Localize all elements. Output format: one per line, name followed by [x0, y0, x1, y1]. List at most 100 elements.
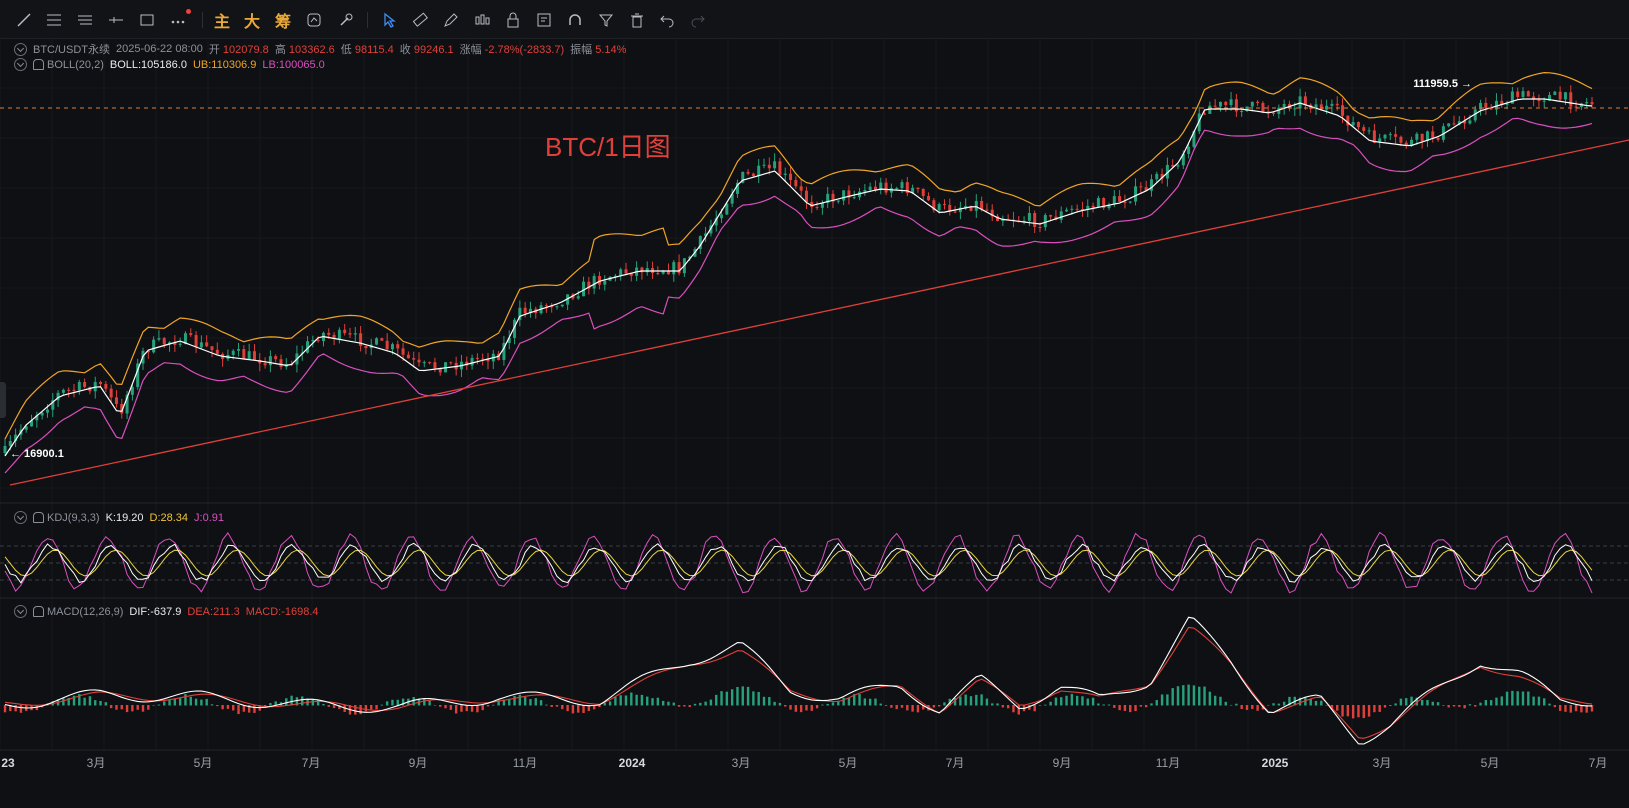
candle-body — [1096, 198, 1100, 208]
redo-icon[interactable] — [688, 9, 708, 31]
trend-line-icon[interactable] — [14, 9, 34, 31]
macd-histogram-bar — [136, 705, 139, 710]
macd-histogram-bar — [1123, 705, 1127, 711]
enlarge-button[interactable]: 大 — [243, 14, 260, 31]
macd-histogram-bar — [210, 704, 214, 706]
price-chart[interactable]: BTC/1日图 111959.5 → ← 16900.1 23 3月 5月 7月 9月 11月 2… — [0, 38, 1629, 808]
macd-histogram-bar — [667, 701, 670, 706]
measure-icon[interactable] — [410, 9, 430, 31]
collapse-icon[interactable] — [14, 605, 27, 618]
kdj-name[interactable]: KDJ(9,3,3) — [47, 511, 100, 524]
bell-icon[interactable] — [33, 512, 44, 523]
boll-name[interactable]: BOLL(20,2) — [47, 58, 104, 71]
candle-body — [1118, 196, 1122, 202]
bell-icon[interactable] — [33, 606, 44, 617]
candle-body — [438, 368, 442, 373]
main-chart-button[interactable]: 主 — [213, 14, 230, 31]
macd-histogram-bar — [1198, 686, 1201, 706]
candle-type-icon[interactable] — [472, 9, 492, 31]
candle-body — [921, 188, 925, 196]
candle-body — [1160, 173, 1164, 179]
macd-histogram-bar — [1187, 684, 1190, 706]
horizontal-lines-icon[interactable] — [44, 9, 64, 31]
lock-icon[interactable] — [503, 9, 523, 31]
candle-body — [120, 403, 124, 414]
candle-body — [592, 276, 596, 289]
macd-histogram-bar — [826, 703, 829, 706]
macd-histogram-bar — [1150, 703, 1153, 706]
macd-histogram-bar — [274, 701, 277, 706]
macd-histogram-bar — [821, 704, 824, 706]
candle-body — [1372, 130, 1376, 143]
ray-icon[interactable] — [106, 9, 126, 31]
candle-body — [1134, 186, 1138, 202]
macd-histogram-bar — [385, 701, 389, 706]
note-icon[interactable] — [534, 9, 554, 31]
filter-icon[interactable] — [596, 9, 616, 31]
macd-histogram-bar — [1553, 705, 1557, 708]
boll-lower-band — [4, 117, 1593, 474]
macd-histogram-bar — [492, 704, 495, 706]
candle-body — [311, 340, 315, 342]
collapse-icon[interactable] — [14, 58, 27, 71]
macd-histogram-bar — [1426, 700, 1429, 706]
candle-body — [767, 164, 771, 169]
candle-body — [1436, 137, 1440, 140]
macd-histogram-bar — [1452, 705, 1456, 707]
candle-body — [847, 190, 851, 198]
undo-icon[interactable] — [657, 9, 677, 31]
candle-body — [1516, 91, 1520, 97]
macd-histogram-bar — [1521, 691, 1525, 706]
macd-histogram-bar — [736, 687, 739, 706]
symbol-label: BTC/USDT永续 — [33, 44, 110, 56]
bell-icon[interactable] — [33, 59, 44, 70]
macd-histogram-bar — [476, 705, 479, 713]
candle-body — [327, 332, 331, 335]
datetime-label: 2025-06-22 08:00 — [116, 43, 203, 55]
macd-histogram-bar — [1160, 694, 1164, 706]
macd-name[interactable]: MACD(12,26,9) — [47, 605, 124, 618]
kdj-j: J:0.91 — [194, 511, 224, 524]
macd-histogram-bar — [1463, 705, 1466, 709]
magnet-icon[interactable] — [565, 9, 585, 31]
rectangle-icon[interactable] — [137, 9, 157, 31]
macd-histogram-bar — [470, 705, 474, 712]
macd-histogram-bar — [1240, 705, 1243, 710]
candle-body — [1563, 92, 1567, 100]
macd-histogram-bar — [285, 698, 288, 706]
more-icon[interactable] — [168, 9, 191, 31]
macd-histogram-bar — [868, 698, 872, 706]
parallel-lines-icon[interactable] — [75, 9, 95, 31]
candle-body — [274, 356, 278, 360]
settings-icon[interactable] — [336, 9, 356, 31]
macd-histogram-bar — [109, 705, 113, 709]
collapse-icon[interactable] — [14, 42, 27, 56]
macd-histogram-bar — [922, 705, 925, 710]
cursor-icon[interactable] — [380, 9, 400, 31]
candle-body — [173, 342, 177, 345]
macd-histogram-bar — [1134, 705, 1137, 712]
indicator-toggle-icon[interactable] — [304, 9, 324, 31]
candle-body — [1447, 123, 1451, 127]
macd-histogram-bar — [1288, 696, 1291, 706]
macd-histogram-bar — [290, 695, 293, 706]
macd-histogram-bar — [131, 705, 134, 712]
collapse-icon[interactable] — [14, 511, 27, 524]
macd-histogram-bar — [354, 705, 357, 715]
delete-icon[interactable] — [627, 9, 647, 31]
macd-histogram-bar — [906, 705, 909, 711]
candle-body — [1176, 165, 1180, 167]
candle-body — [1394, 134, 1398, 137]
change-value: -2.78%(-2833.7) — [484, 44, 565, 56]
macd-histogram-bar — [523, 697, 527, 706]
candle-body — [189, 333, 193, 336]
macd-histogram-bar — [1107, 704, 1111, 706]
chip-distribution-button[interactable]: 筹 — [274, 14, 291, 31]
macd-histogram-bar — [927, 705, 930, 711]
x-axis-label: 9月 — [1053, 756, 1072, 770]
candle-body — [1224, 101, 1228, 106]
side-panel-handle[interactable] — [0, 382, 6, 418]
macd-histogram-bar — [991, 703, 994, 706]
pen-icon[interactable] — [441, 9, 461, 31]
candle-body — [268, 356, 272, 366]
